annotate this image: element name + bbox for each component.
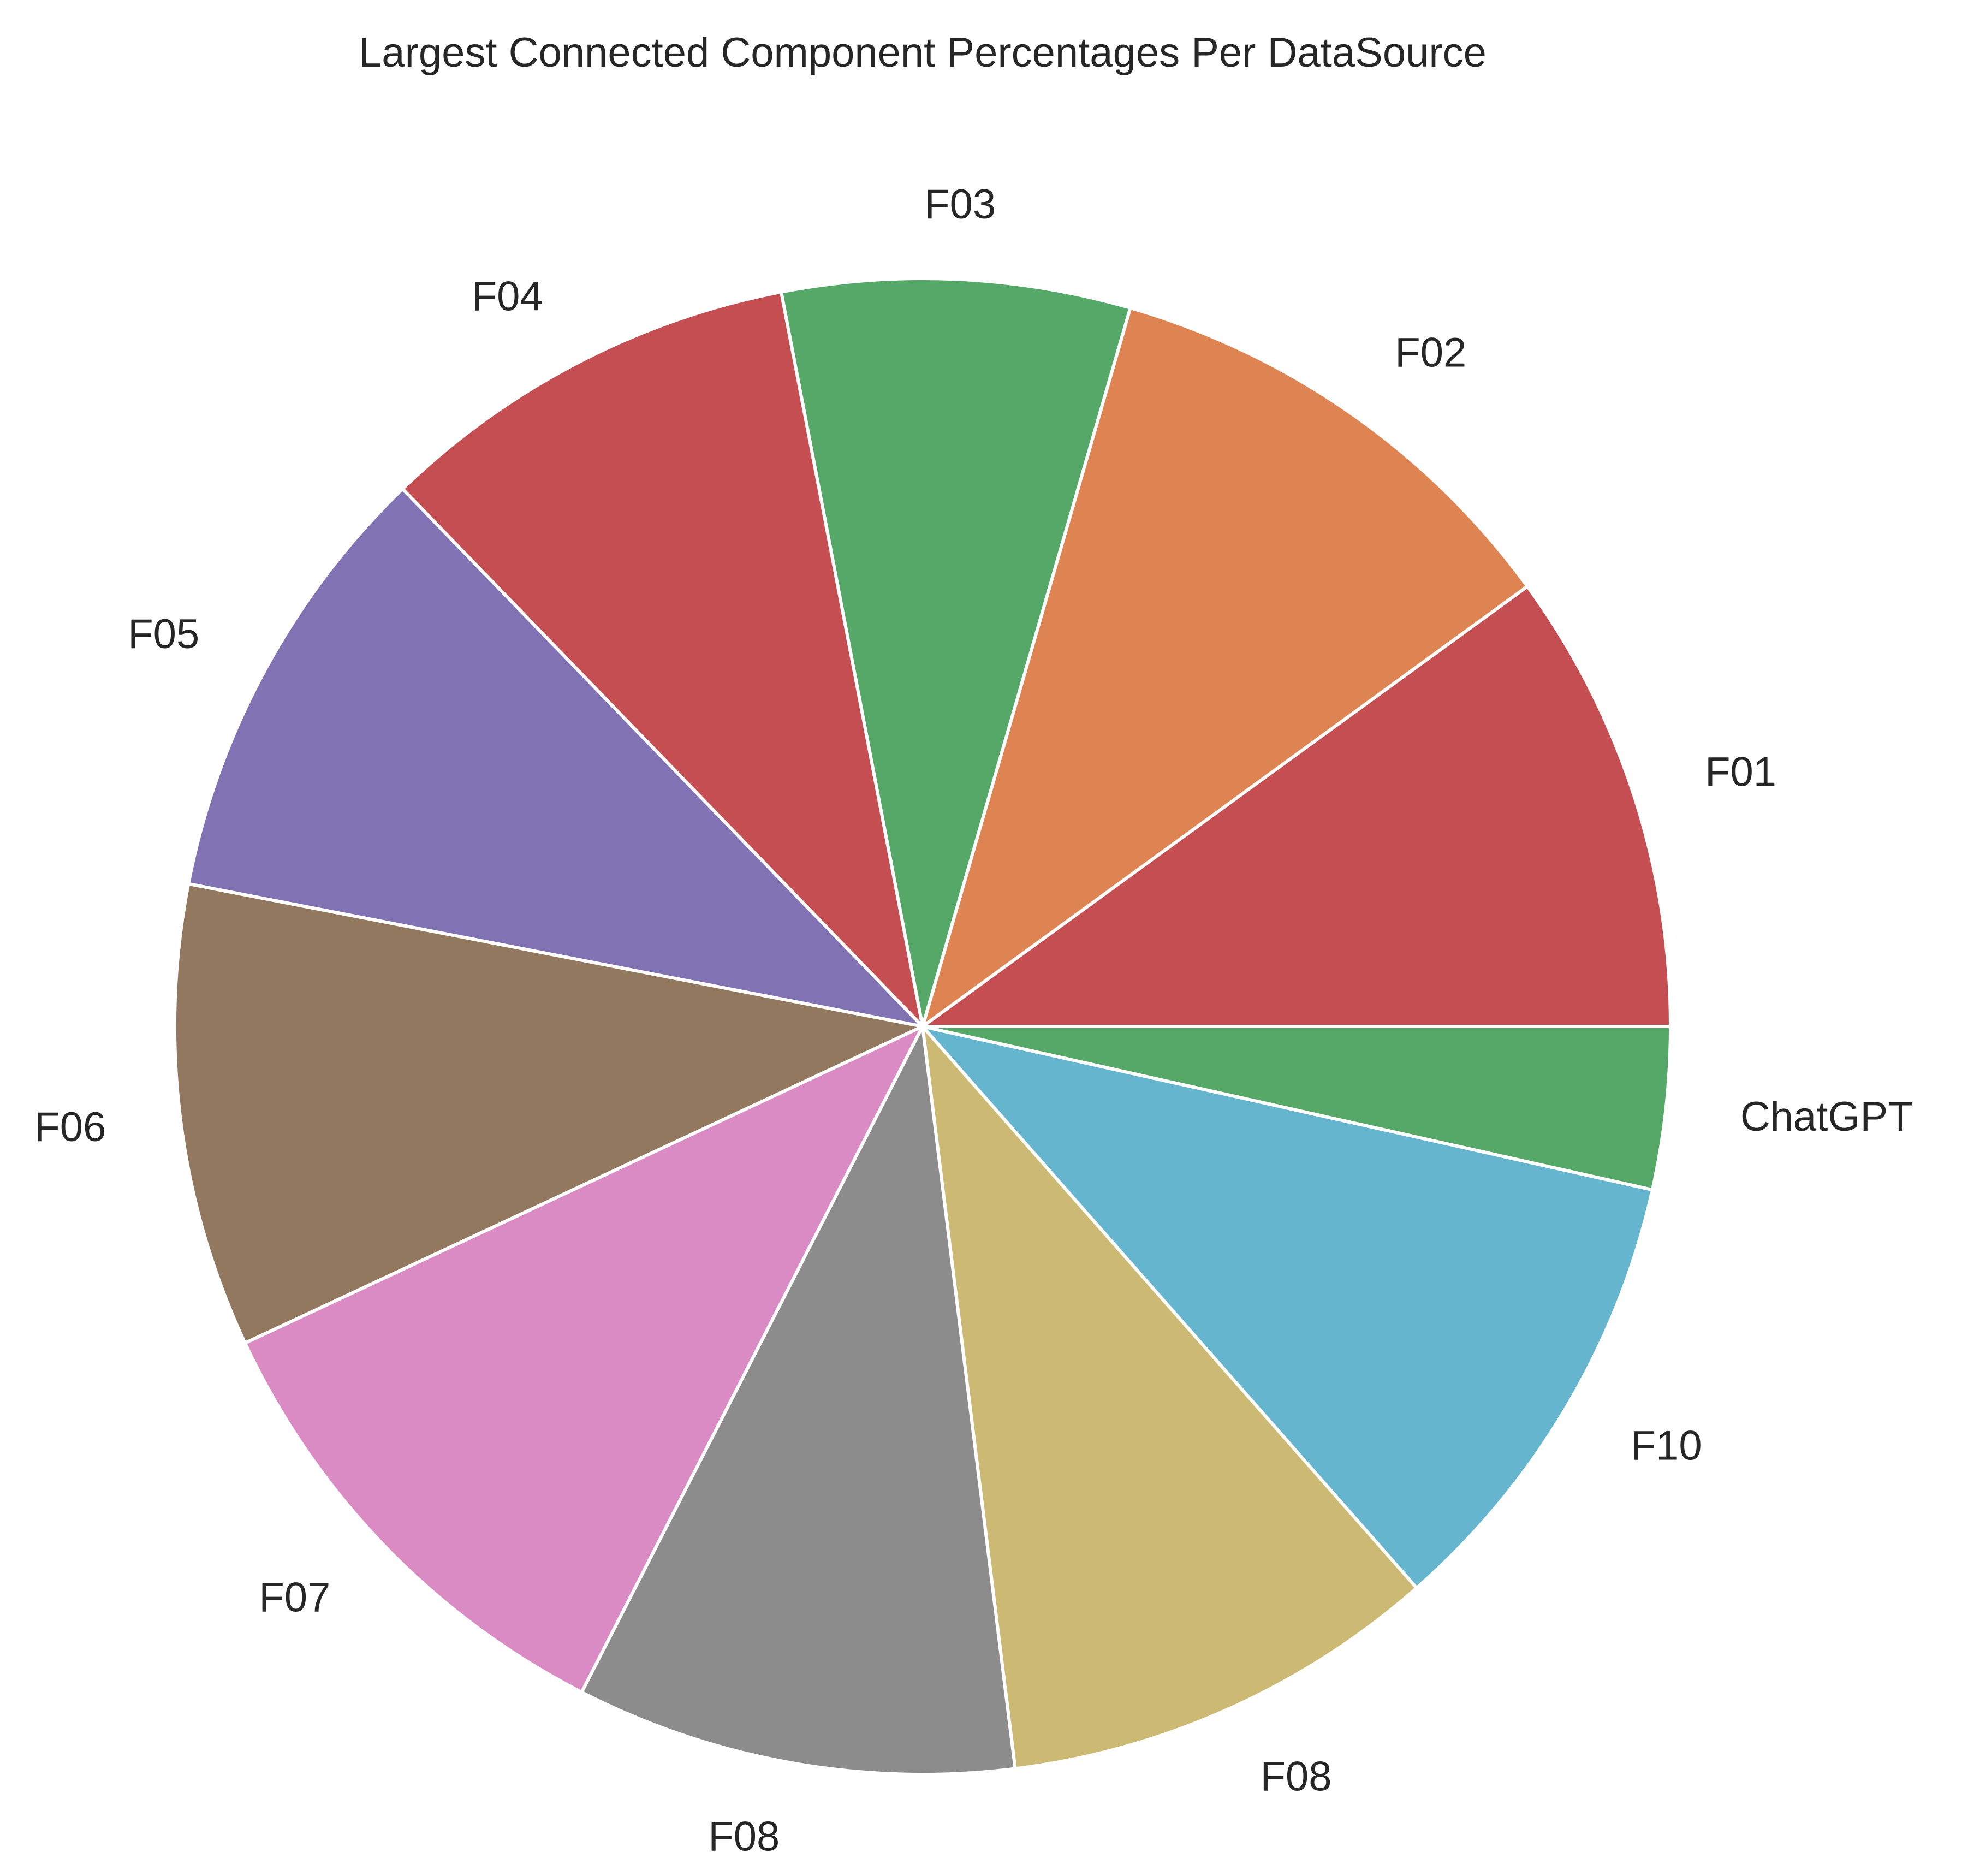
pie-slice-2 — [779, 277, 1132, 1028]
pie-slice-label-8: F08 — [1261, 1754, 1332, 1800]
pie-slice-label-2: F03 — [924, 181, 996, 228]
chart-title: Largest Connected Component Percentages … — [359, 29, 1487, 76]
pie-slice-4 — [187, 487, 924, 1028]
pie-slice-label-4: F05 — [128, 611, 199, 657]
pie-slice-10 — [921, 1025, 1672, 1192]
pie-slices — [173, 277, 1672, 1776]
pie-slice-0 — [921, 585, 1672, 1028]
pie-slice-1 — [921, 306, 1529, 1028]
pie-slice-label-9: F10 — [1631, 1422, 1702, 1469]
pie-slice-label-0: F01 — [1705, 749, 1776, 795]
pie-slice-7 — [580, 1025, 1017, 1776]
pie-slice-9 — [921, 1025, 1654, 1590]
pie-slice-label-6: F07 — [259, 1575, 330, 1621]
pie-slice-label-1: F02 — [1395, 330, 1466, 376]
pie-slice-5 — [173, 882, 924, 1345]
pie-slice-6 — [243, 1025, 924, 1694]
pie-slice-label-3: F04 — [472, 274, 543, 320]
pie-slice-3 — [401, 290, 924, 1028]
pie-slice-label-7: F08 — [708, 1814, 780, 1860]
pie-slice-label-10: ChatGPT — [1740, 1094, 1913, 1140]
pie-slice-8 — [921, 1025, 1419, 1771]
pie-slice-label-5: F06 — [34, 1104, 106, 1150]
pie-labels: F01 F02 F03 F04 F05 F06 F07 F08 F08 F10 ChatGPT — [34, 181, 1913, 1860]
